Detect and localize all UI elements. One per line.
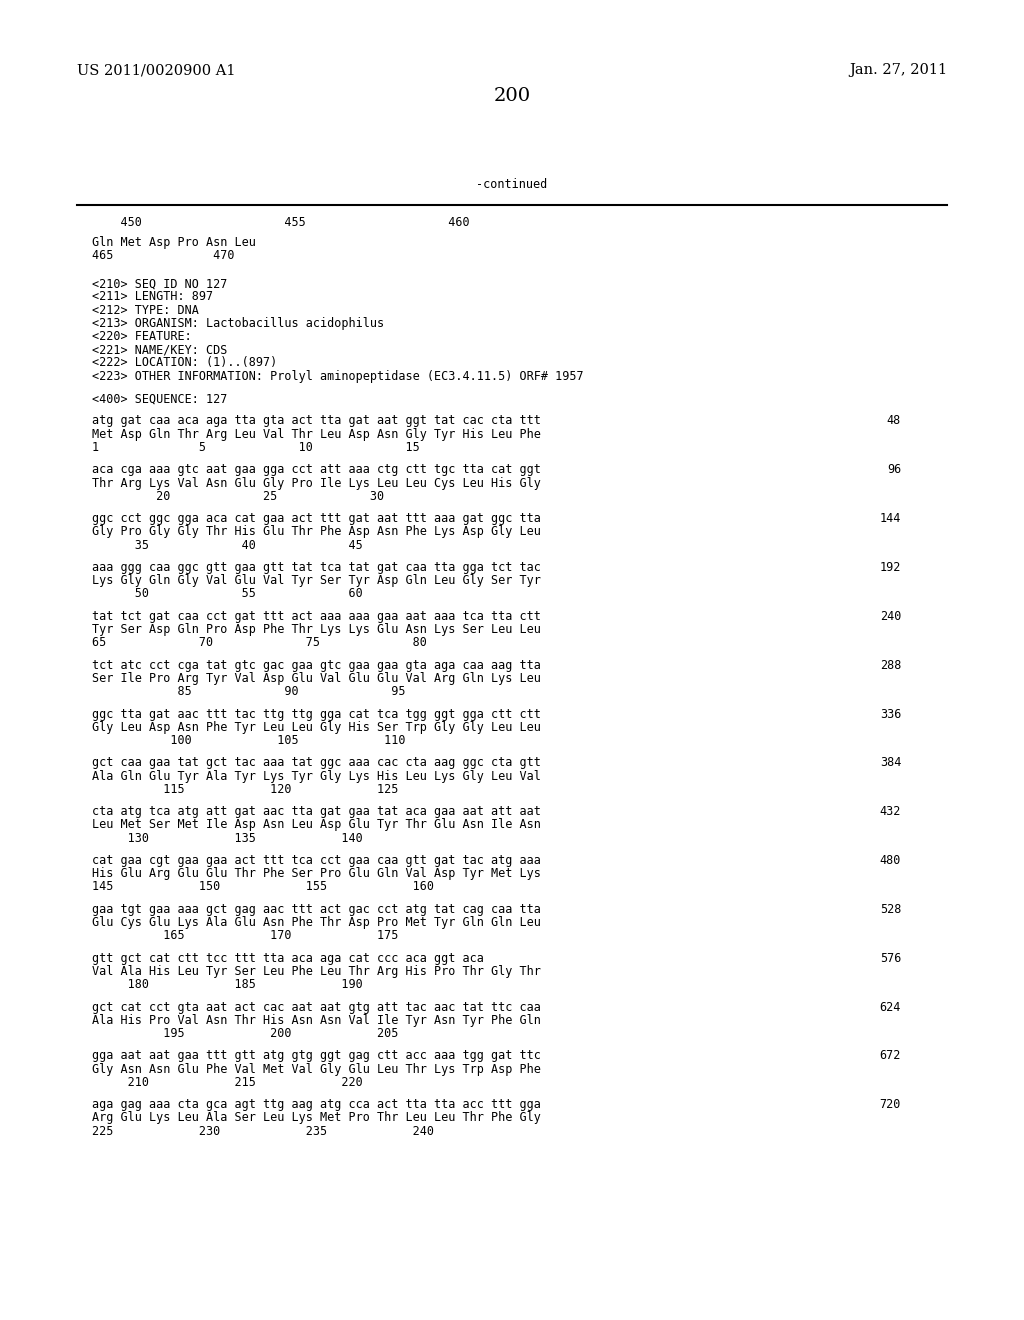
Text: 65             70             75             80: 65 70 75 80	[92, 636, 427, 649]
Text: aca cga aaa gtc aat gaa gga cct att aaa ctg ctt tgc tta cat ggt: aca cga aaa gtc aat gaa gga cct att aaa …	[92, 463, 541, 477]
Text: 35             40             45: 35 40 45	[92, 539, 362, 552]
Text: <213> ORGANISM: Lactobacillus acidophilus: <213> ORGANISM: Lactobacillus acidophilu…	[92, 317, 384, 330]
Text: 720: 720	[880, 1098, 901, 1111]
Text: cat gaa cgt gaa gaa act ttt tca cct gaa caa gtt gat tac atg aaa: cat gaa cgt gaa gaa act ttt tca cct gaa …	[92, 854, 541, 867]
Text: 145            150            155            160: 145 150 155 160	[92, 880, 434, 894]
Text: 624: 624	[880, 1001, 901, 1014]
Text: 288: 288	[880, 659, 901, 672]
Text: tat tct gat caa cct gat ttt act aaa aaa gaa aat aaa tca tta ctt: tat tct gat caa cct gat ttt act aaa aaa …	[92, 610, 541, 623]
Text: Lys Gly Gln Gly Val Glu Val Tyr Ser Tyr Asp Gln Leu Gly Ser Tyr: Lys Gly Gln Gly Val Glu Val Tyr Ser Tyr …	[92, 574, 541, 587]
Text: US 2011/0020900 A1: US 2011/0020900 A1	[77, 63, 236, 78]
Text: Thr Arg Lys Val Asn Glu Gly Pro Ile Lys Leu Leu Cys Leu His Gly: Thr Arg Lys Val Asn Glu Gly Pro Ile Lys …	[92, 477, 541, 490]
Text: His Glu Arg Glu Glu Thr Phe Ser Pro Glu Gln Val Asp Tyr Met Lys: His Glu Arg Glu Glu Thr Phe Ser Pro Glu …	[92, 867, 541, 880]
Text: 576: 576	[880, 952, 901, 965]
Text: gaa tgt gaa aaa gct gag aac ttt act gac cct atg tat cag caa tta: gaa tgt gaa aaa gct gag aac ttt act gac …	[92, 903, 541, 916]
Text: Gly Pro Gly Gly Thr His Glu Thr Phe Asp Asn Phe Lys Asp Gly Leu: Gly Pro Gly Gly Thr His Glu Thr Phe Asp …	[92, 525, 541, 539]
Text: Jan. 27, 2011: Jan. 27, 2011	[849, 63, 947, 78]
Text: gtt gct cat ctt tcc ttt tta aca aga cat ccc aca ggt aca: gtt gct cat ctt tcc ttt tta aca aga cat …	[92, 952, 484, 965]
Text: -continued: -continued	[476, 178, 548, 191]
Text: 480: 480	[880, 854, 901, 867]
Text: 432: 432	[880, 805, 901, 818]
Text: 336: 336	[880, 708, 901, 721]
Text: 144: 144	[880, 512, 901, 525]
Text: atg gat caa aca aga tta gta act tta gat aat ggt tat cac cta ttt: atg gat caa aca aga tta gta act tta gat …	[92, 414, 541, 428]
Text: 384: 384	[880, 756, 901, 770]
Text: 100            105            110: 100 105 110	[92, 734, 406, 747]
Text: Gly Asn Asn Glu Phe Val Met Val Gly Glu Leu Thr Lys Trp Asp Phe: Gly Asn Asn Glu Phe Val Met Val Gly Glu …	[92, 1063, 541, 1076]
Text: 200: 200	[494, 87, 530, 106]
Text: ggc tta gat aac ttt tac ttg ttg gga cat tca tgg ggt gga ctt ctt: ggc tta gat aac ttt tac ttg ttg gga cat …	[92, 708, 541, 721]
Text: 672: 672	[880, 1049, 901, 1063]
Text: Val Ala His Leu Tyr Ser Leu Phe Leu Thr Arg His Pro Thr Gly Thr: Val Ala His Leu Tyr Ser Leu Phe Leu Thr …	[92, 965, 541, 978]
Text: <222> LOCATION: (1)..(897): <222> LOCATION: (1)..(897)	[92, 356, 278, 370]
Text: 20             25             30: 20 25 30	[92, 490, 384, 503]
Text: aaa ggg caa ggc gtt gaa gtt tat tca tat gat caa tta gga tct tac: aaa ggg caa ggc gtt gaa gtt tat tca tat …	[92, 561, 541, 574]
Text: 192: 192	[880, 561, 901, 574]
Text: ggc cct ggc gga aca cat gaa act ttt gat aat ttt aaa gat ggc tta: ggc cct ggc gga aca cat gaa act ttt gat …	[92, 512, 541, 525]
Text: 115            120            125: 115 120 125	[92, 783, 398, 796]
Text: 528: 528	[880, 903, 901, 916]
Text: tct atc cct cga tat gtc gac gaa gtc gaa gaa gta aga caa aag tta: tct atc cct cga tat gtc gac gaa gtc gaa …	[92, 659, 541, 672]
Text: aga gag aaa cta gca agt ttg aag atg cca act tta tta acc ttt gga: aga gag aaa cta gca agt ttg aag atg cca …	[92, 1098, 541, 1111]
Text: 96: 96	[887, 463, 901, 477]
Text: Gln Met Asp Pro Asn Leu: Gln Met Asp Pro Asn Leu	[92, 236, 256, 249]
Text: gct cat cct gta aat act cac aat aat gtg att tac aac tat ttc caa: gct cat cct gta aat act cac aat aat gtg …	[92, 1001, 541, 1014]
Text: Leu Met Ser Met Ile Asp Asn Leu Asp Glu Tyr Thr Glu Asn Ile Asn: Leu Met Ser Met Ile Asp Asn Leu Asp Glu …	[92, 818, 541, 832]
Text: Ala His Pro Val Asn Thr His Asn Asn Val Ile Tyr Asn Tyr Phe Gln: Ala His Pro Val Asn Thr His Asn Asn Val …	[92, 1014, 541, 1027]
Text: 195            200            205: 195 200 205	[92, 1027, 398, 1040]
Text: 210            215            220: 210 215 220	[92, 1076, 362, 1089]
Text: 465              470: 465 470	[92, 249, 234, 263]
Text: gct caa gaa tat gct tac aaa tat ggc aaa cac cta aag ggc cta gtt: gct caa gaa tat gct tac aaa tat ggc aaa …	[92, 756, 541, 770]
Text: <211> LENGTH: 897: <211> LENGTH: 897	[92, 290, 213, 304]
Text: Arg Glu Lys Leu Ala Ser Leu Lys Met Pro Thr Leu Leu Thr Phe Gly: Arg Glu Lys Leu Ala Ser Leu Lys Met Pro …	[92, 1111, 541, 1125]
Text: 165            170            175: 165 170 175	[92, 929, 398, 942]
Text: Ser Ile Pro Arg Tyr Val Asp Glu Val Glu Glu Val Arg Gln Lys Leu: Ser Ile Pro Arg Tyr Val Asp Glu Val Glu …	[92, 672, 541, 685]
Text: Glu Cys Glu Lys Ala Glu Asn Phe Thr Asp Pro Met Tyr Gln Gln Leu: Glu Cys Glu Lys Ala Glu Asn Phe Thr Asp …	[92, 916, 541, 929]
Text: cta atg tca atg att gat aac tta gat gaa tat aca gaa aat att aat: cta atg tca atg att gat aac tta gat gaa …	[92, 805, 541, 818]
Text: Gly Leu Asp Asn Phe Tyr Leu Leu Gly His Ser Trp Gly Gly Leu Leu: Gly Leu Asp Asn Phe Tyr Leu Leu Gly His …	[92, 721, 541, 734]
Text: 1              5             10             15: 1 5 10 15	[92, 441, 420, 454]
Text: 130            135            140: 130 135 140	[92, 832, 362, 845]
Text: 225            230            235            240: 225 230 235 240	[92, 1125, 434, 1138]
Text: Ala Gln Glu Tyr Ala Tyr Lys Tyr Gly Lys His Leu Lys Gly Leu Val: Ala Gln Glu Tyr Ala Tyr Lys Tyr Gly Lys …	[92, 770, 541, 783]
Text: Met Asp Gln Thr Arg Leu Val Thr Leu Asp Asn Gly Tyr His Leu Phe: Met Asp Gln Thr Arg Leu Val Thr Leu Asp …	[92, 428, 541, 441]
Text: <223> OTHER INFORMATION: Prolyl aminopeptidase (EC3.4.11.5) ORF# 1957: <223> OTHER INFORMATION: Prolyl aminopep…	[92, 370, 584, 383]
Text: 48: 48	[887, 414, 901, 428]
Text: 450                    455                    460: 450 455 460	[92, 216, 470, 230]
Text: <210> SEQ ID NO 127: <210> SEQ ID NO 127	[92, 277, 227, 290]
Text: 180            185            190: 180 185 190	[92, 978, 362, 991]
Text: <400> SEQUENCE: 127: <400> SEQUENCE: 127	[92, 392, 227, 405]
Text: Tyr Ser Asp Gln Pro Asp Phe Thr Lys Lys Glu Asn Lys Ser Leu Leu: Tyr Ser Asp Gln Pro Asp Phe Thr Lys Lys …	[92, 623, 541, 636]
Text: 85             90             95: 85 90 95	[92, 685, 406, 698]
Text: <221> NAME/KEY: CDS: <221> NAME/KEY: CDS	[92, 343, 227, 356]
Text: gga aat aat gaa ttt gtt atg gtg ggt gag ctt acc aaa tgg gat ttc: gga aat aat gaa ttt gtt atg gtg ggt gag …	[92, 1049, 541, 1063]
Text: <220> FEATURE:: <220> FEATURE:	[92, 330, 191, 343]
Text: 50             55             60: 50 55 60	[92, 587, 362, 601]
Text: <212> TYPE: DNA: <212> TYPE: DNA	[92, 304, 199, 317]
Text: 240: 240	[880, 610, 901, 623]
